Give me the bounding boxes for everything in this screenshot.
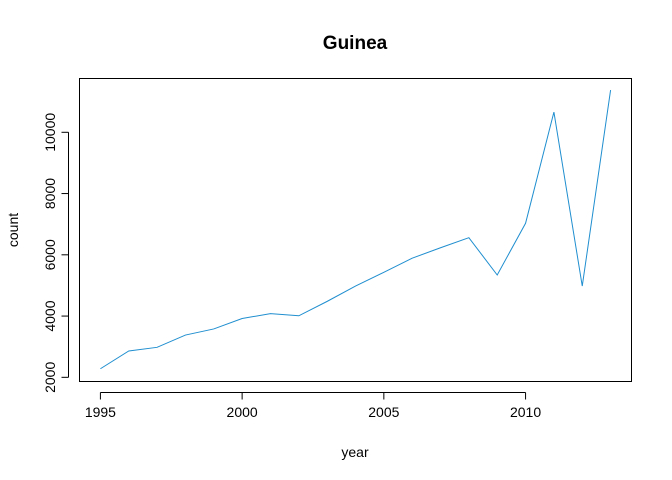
plot-area <box>79 78 632 382</box>
series-line <box>100 89 612 370</box>
y-axis-label: count <box>5 213 21 247</box>
y-tick-label: 6000 <box>42 239 58 270</box>
chart-title: Guinea <box>323 33 388 54</box>
y-axis: 2000 4000 6000 8000 10000 <box>42 113 69 393</box>
x-tick-label: 2005 <box>368 404 399 420</box>
x-tick-label: 2010 <box>510 404 541 420</box>
y-tick-label: 8000 <box>42 178 58 209</box>
y-tick-label: 4000 <box>42 300 58 331</box>
x-axis: 1995 2000 2005 2010 <box>85 392 541 420</box>
y-tick-label: 2000 <box>42 362 58 393</box>
x-axis-label: year <box>341 444 369 460</box>
x-tick-label: 2000 <box>227 404 258 420</box>
series-layer <box>100 89 612 370</box>
x-tick-label: 1995 <box>85 404 116 420</box>
y-tick-label: 10000 <box>42 113 58 152</box>
